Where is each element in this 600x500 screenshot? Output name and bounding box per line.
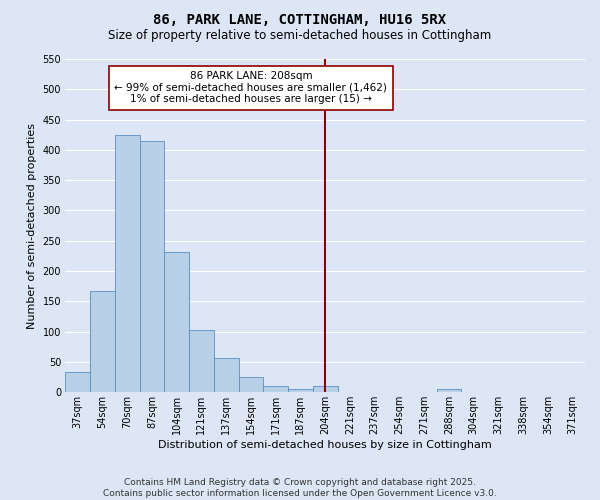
Text: 86 PARK LANE: 208sqm
← 99% of semi-detached houses are smaller (1,462)
1% of sem: 86 PARK LANE: 208sqm ← 99% of semi-detac… [115,71,388,104]
Bar [115,134,140,392]
Bar [140,141,164,393]
Bar [90,291,115,392]
Bar [288,390,313,392]
Bar [214,358,239,392]
Bar [437,390,461,392]
Y-axis label: Number of semi-detached properties: Number of semi-detached properties [27,122,37,328]
Bar [313,386,338,392]
Text: Contains HM Land Registry data © Crown copyright and database right 2025.
Contai: Contains HM Land Registry data © Crown c… [103,478,497,498]
Text: Size of property relative to semi-detached houses in Cottingham: Size of property relative to semi-detach… [109,29,491,42]
Bar [263,386,288,392]
Bar [65,372,90,392]
Bar [239,377,263,392]
Text: 86, PARK LANE, COTTINGHAM, HU16 5RX: 86, PARK LANE, COTTINGHAM, HU16 5RX [154,12,446,26]
X-axis label: Distribution of semi-detached houses by size in Cottingham: Distribution of semi-detached houses by … [158,440,492,450]
Bar [189,330,214,392]
Bar [164,252,189,392]
